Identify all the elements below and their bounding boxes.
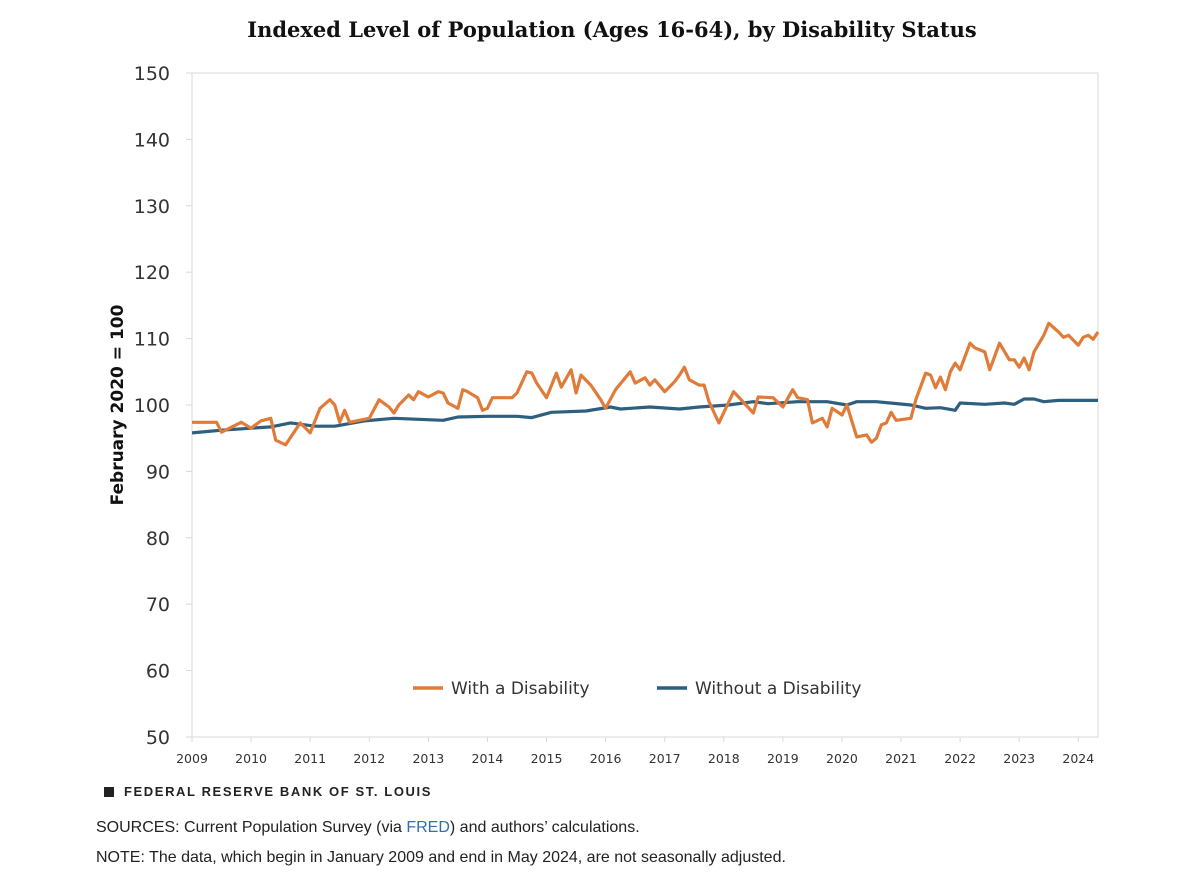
series-line-without-a-disability <box>191 397 1098 435</box>
y-tick-label: 90 <box>146 461 170 483</box>
series-lines <box>191 321 1100 447</box>
y-axis-label: February 2020 = 100 <box>108 304 128 505</box>
y-tick-label: 50 <box>146 727 170 749</box>
sources-prefix: SOURCES: Current Population Survey (via <box>96 819 407 836</box>
x-tick-label: 2020 <box>826 751 858 766</box>
x-tick-label: 2009 <box>176 751 208 766</box>
x-tick-label: 2015 <box>531 751 563 766</box>
x-tick-label: 2011 <box>294 751 326 766</box>
x-tick-label: 2013 <box>412 751 444 766</box>
y-axis: 50 60 70 80 90 100 110 120 130 140 150 <box>134 63 192 749</box>
y-tick-label: 150 <box>134 63 170 85</box>
data-note: NOTE: The data, which begin in January 2… <box>96 849 786 866</box>
x-tick-label: 2019 <box>767 751 799 766</box>
plot-area <box>191 72 1099 738</box>
y-tick-label: 110 <box>134 329 170 351</box>
chart-title: Indexed Level of Population (Ages 16-64)… <box>247 17 976 42</box>
y-tick-label: 120 <box>134 262 170 284</box>
series-line-with-a-disability <box>192 321 1100 447</box>
x-axis: 2009 2010 2011 2012 2013 2014 2015 2016 2017 2018… <box>176 737 1094 766</box>
x-tick-label: 2010 <box>235 751 267 766</box>
x-tick-label: 2022 <box>944 751 976 766</box>
legend-label-without-disability: Without a Disability <box>695 679 861 699</box>
y-tick-label: 60 <box>146 661 170 683</box>
brand-footer: FEDERAL RESERVE BANK OF ST. LOUIS <box>104 784 432 799</box>
x-tick-label: 2016 <box>590 751 622 766</box>
y-tick-label: 130 <box>134 196 170 218</box>
legend-label-with-disability: With a Disability <box>451 679 590 699</box>
x-tick-label: 2017 <box>649 751 681 766</box>
sources-note: SOURCES: Current Population Survey (via … <box>96 819 640 837</box>
x-tick-label: 2014 <box>472 751 504 766</box>
x-tick-label: 2024 <box>1062 751 1094 766</box>
brand-name: FEDERAL RESERVE BANK OF ST. LOUIS <box>124 784 433 799</box>
square-icon <box>104 786 114 797</box>
y-tick-label: 80 <box>146 528 170 550</box>
x-tick-label: 2021 <box>885 751 917 766</box>
x-tick-label: 2023 <box>1003 751 1035 766</box>
y-tick-label: 100 <box>134 395 170 417</box>
legend: With a Disability Without a Disability <box>413 679 861 699</box>
x-tick-label: 2012 <box>353 751 385 766</box>
line-chart: Indexed Level of Population (Ages 16-64)… <box>108 17 1100 766</box>
y-tick-label: 140 <box>134 129 170 151</box>
x-tick-label: 2018 <box>708 751 740 766</box>
y-tick-label: 70 <box>146 594 170 616</box>
fred-link[interactable]: FRED <box>406 819 450 836</box>
sources-suffix: ) and authors’ calculations. <box>449 819 640 836</box>
